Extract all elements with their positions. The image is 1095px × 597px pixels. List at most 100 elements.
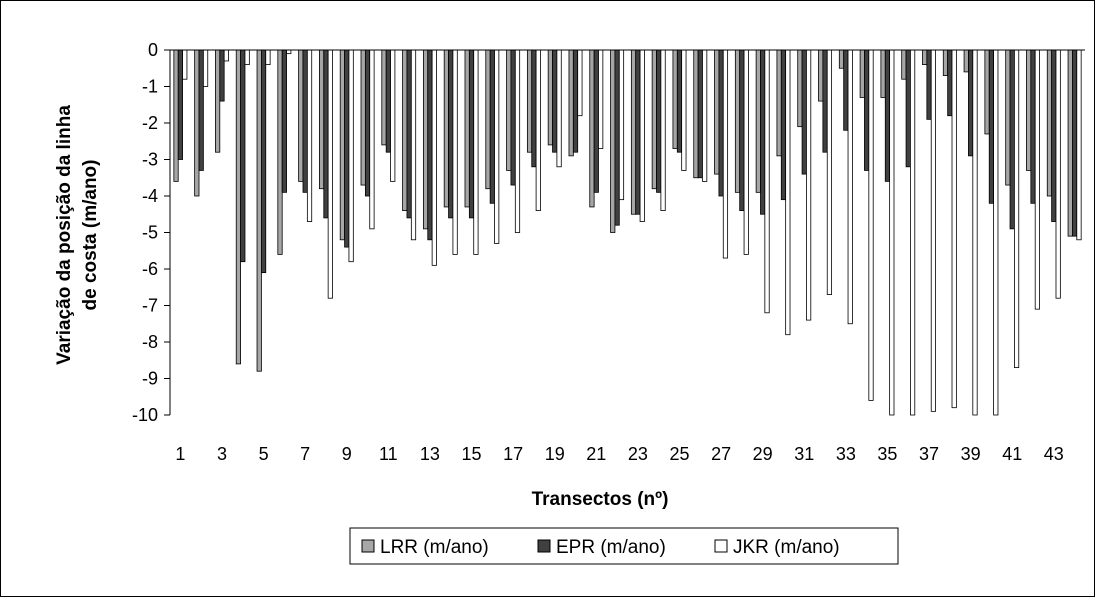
bar-lrr-transect-26 <box>693 49 699 179</box>
y-tick-label: -8 <box>142 332 158 352</box>
bar-lrr-transect-31 <box>797 49 803 128</box>
bar-lrr-transect-27 <box>714 49 720 175</box>
legend: LRR (m/ano) EPR (m/ano) JKR (m/ano) <box>349 527 899 565</box>
bar-jkr-transect-15 <box>473 49 479 255</box>
bar-lrr-transect-7 <box>298 49 304 182</box>
x-tick-label: 21 <box>586 444 606 464</box>
bar-epr-transect-13 <box>427 49 433 241</box>
bar-epr-transect-6 <box>281 49 287 193</box>
bar-jkr-transect-32 <box>826 49 833 295</box>
bar-jkr-transect-21 <box>598 49 604 149</box>
bar-jkr-transect-13 <box>431 49 437 266</box>
bar-lrr-transect-15 <box>464 49 470 208</box>
bar-lrr-transect-17 <box>506 49 512 171</box>
bar-lrr-transect-16 <box>485 49 491 190</box>
bar-lrr-transect-8 <box>319 49 325 190</box>
y-tick-label: -5 <box>142 223 158 243</box>
bar-jkr-transect-31 <box>806 49 812 321</box>
bar-epr-transect-31 <box>801 49 807 175</box>
bar-lrr-transect-35 <box>880 49 886 98</box>
y-tick-label: -6 <box>142 259 158 279</box>
bar-lrr-transect-14 <box>443 49 449 208</box>
x-tick-label: 9 <box>342 444 352 464</box>
bar-epr-transect-35 <box>884 49 891 182</box>
bar-lrr-transect-33 <box>838 49 845 69</box>
x-ticks: 1 3 5 7 9 11 13 15 17 19 21 23 25 27 29 31 33 35 37 39 41 43 <box>175 444 1063 464</box>
x-tick-label: 29 <box>753 444 773 464</box>
bar-epr-transect-21 <box>593 49 599 193</box>
legend-swatch-epr <box>537 539 551 553</box>
bar-jkr-transect-29 <box>764 49 770 314</box>
y-tick-label: -3 <box>142 150 158 170</box>
bar-jkr-transect-4 <box>244 49 250 66</box>
x-tick-label: 1 <box>175 444 185 464</box>
x-tick-label: 25 <box>669 444 689 464</box>
x-tick-label: 23 <box>628 444 648 464</box>
bar-epr-transect-3 <box>219 49 225 102</box>
bar-epr-transect-30 <box>780 49 787 201</box>
bar-epr-transect-1 <box>177 49 183 160</box>
bar-jkr-transect-8 <box>327 49 333 299</box>
bar-jkr-transect-6 <box>286 49 292 55</box>
bar-lrr-transect-18 <box>526 49 533 153</box>
bar-epr-transect-24 <box>656 49 662 193</box>
x-tick-label: 5 <box>259 444 269 464</box>
bars-layer <box>173 49 1082 416</box>
legend-label-lrr: LRR (m/ano) <box>380 537 489 558</box>
bar-lrr-transect-29 <box>755 49 761 193</box>
bar-lrr-transect-9 <box>339 49 345 241</box>
bar-jkr-transect-9 <box>348 49 354 263</box>
bar-lrr-transect-37 <box>922 49 928 66</box>
bar-jkr-transect-23 <box>639 49 645 222</box>
bar-lrr-transect-4 <box>235 49 241 365</box>
bar-jkr-transect-20 <box>577 49 583 117</box>
bar-lrr-transect-22 <box>610 49 616 233</box>
bar-lrr-transect-36 <box>901 49 907 80</box>
bar-epr-transect-28 <box>739 49 745 212</box>
bar-epr-transect-23 <box>635 49 641 215</box>
y-tick-label: -10 <box>132 405 158 425</box>
bar-lrr-transect-39 <box>963 49 969 73</box>
bar-lrr-transect-21 <box>589 49 595 208</box>
bar-jkr-transect-11 <box>390 49 396 182</box>
bar-jkr-transect-42 <box>1034 49 1040 310</box>
legend-label-jkr: JKR (m/ano) <box>733 537 840 558</box>
bar-jkr-transect-14 <box>452 49 458 255</box>
bar-jkr-transect-44 <box>1076 49 1082 241</box>
bar-lrr-transect-23 <box>630 49 637 215</box>
legend-swatch-lrr <box>361 539 375 553</box>
bar-jkr-transect-16 <box>494 49 500 244</box>
bar-epr-transect-15 <box>468 49 475 219</box>
bar-lrr-transect-34 <box>859 49 865 98</box>
bar-epr-transect-33 <box>843 49 849 131</box>
bar-jkr-transect-26 <box>702 49 708 182</box>
bar-epr-transect-8 <box>323 49 329 219</box>
bar-jkr-transect-35 <box>889 49 895 416</box>
bar-lrr-transect-20 <box>568 49 574 157</box>
bar-jkr-transect-27 <box>722 49 729 259</box>
bar-epr-transect-9 <box>344 49 350 248</box>
bar-jkr-transect-33 <box>847 49 853 325</box>
bar-epr-transect-20 <box>572 49 579 153</box>
bar-epr-transect-10 <box>364 49 371 197</box>
bar-epr-transect-4 <box>240 49 246 263</box>
bar-jkr-transect-43 <box>1055 49 1061 299</box>
x-tick-label: 3 <box>217 444 227 464</box>
bar-lrr-transect-28 <box>734 49 741 193</box>
bar-jkr-transect-3 <box>223 49 229 62</box>
bar-jkr-transect-34 <box>868 49 874 401</box>
bar-epr-transect-43 <box>1051 49 1057 222</box>
bar-jkr-transect-19 <box>556 49 562 168</box>
bar-jkr-transect-22 <box>618 49 625 201</box>
bar-jkr-transect-41 <box>1014 49 1020 368</box>
bar-epr-transect-25 <box>676 49 683 153</box>
x-tick-label: 33 <box>836 444 856 464</box>
bar-epr-transect-41 <box>1009 49 1015 230</box>
bar-lrr-transect-10 <box>360 49 366 186</box>
bar-jkr-transect-17 <box>514 49 521 233</box>
bar-jkr-transect-12 <box>410 49 417 241</box>
x-tick-label: 17 <box>503 444 523 464</box>
x-axis-title: Transectos (nº) <box>532 489 669 510</box>
bar-jkr-transect-18 <box>535 49 541 212</box>
